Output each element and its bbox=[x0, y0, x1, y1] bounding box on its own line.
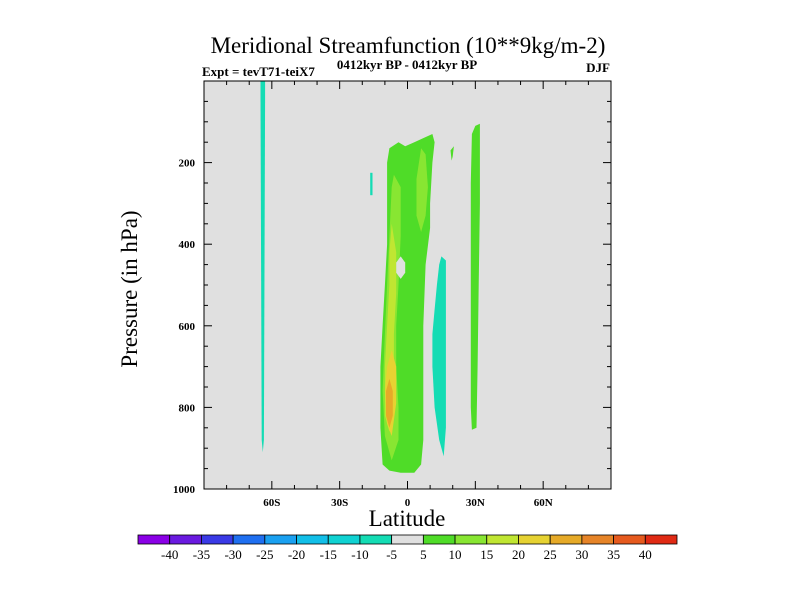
colorbar-level-label: -15 bbox=[320, 547, 337, 562]
colorbar-level-label: 5 bbox=[420, 547, 427, 562]
x-tick-label: 60S bbox=[263, 497, 280, 509]
colorbar-level-label: 10 bbox=[449, 547, 462, 562]
contour-sh-negative-patch bbox=[370, 172, 373, 196]
colorbar-level-label: 30 bbox=[575, 547, 588, 562]
colorbar-swatch bbox=[581, 534, 614, 545]
contour-tropical-cell-30 bbox=[386, 378, 393, 428]
colorbar-swatch bbox=[391, 534, 424, 545]
chart-title: Meridional Streamfunction (10**9kg/m-2) bbox=[211, 33, 606, 58]
x-tick-label: 30N bbox=[466, 497, 485, 509]
colorbar-swatch bbox=[327, 534, 361, 545]
colorbar: -40 -35 -30 -25 -20 -15 -10 -5 5 10 15 20 25 30 35 40 bbox=[137, 534, 678, 562]
colorbar-swatch bbox=[201, 534, 234, 545]
x-tick-label: 60N bbox=[534, 497, 553, 509]
y-axis-label: Pressure (in hPa) bbox=[117, 210, 142, 367]
y-tick-label: 600 bbox=[179, 321, 196, 333]
colorbar-level-label: -40 bbox=[161, 547, 178, 562]
experiment-label: Expt = tevT71-teiX7 bbox=[202, 64, 315, 79]
colorbar-swatch bbox=[454, 534, 488, 545]
colorbar-level-label: 35 bbox=[607, 547, 620, 562]
y-tick-label: 800 bbox=[179, 402, 196, 414]
colorbar-swatch bbox=[549, 534, 583, 545]
colorbar-swatch bbox=[264, 534, 297, 545]
colorbar-level-label: 20 bbox=[512, 547, 525, 562]
colorbar-level-label: -5 bbox=[386, 547, 397, 562]
y-tick-label: 1000 bbox=[173, 484, 196, 496]
colorbar-swatch bbox=[137, 534, 171, 545]
colorbar-level-label: -30 bbox=[224, 547, 241, 562]
chart-subtitle: 0412kyr BP - 0412kyr BP bbox=[337, 57, 477, 72]
colorbar-level-label: -25 bbox=[256, 547, 273, 562]
contour-nh-positive-strip bbox=[470, 123, 480, 430]
colorbar-level-label: 15 bbox=[480, 547, 493, 562]
y-tick-label: 400 bbox=[179, 239, 196, 251]
colorbar-swatch bbox=[232, 534, 266, 545]
contour-tropical-cell-15-north bbox=[416, 148, 428, 232]
x-axis-label: Latitude bbox=[369, 506, 446, 531]
x-tick-label: 30S bbox=[331, 497, 348, 509]
plot-area bbox=[204, 81, 611, 489]
colorbar-swatch bbox=[486, 534, 519, 545]
contour-tropical-cell-hole bbox=[396, 256, 406, 279]
axes: 60S 30S 0 30N 60N 200 400 600 800 1000 bbox=[173, 80, 612, 509]
colorbar-level-label: -20 bbox=[288, 547, 305, 562]
colorbar-swatch bbox=[359, 534, 393, 545]
colorbar-swatch bbox=[613, 534, 646, 545]
colorbar-level-label: -10 bbox=[351, 547, 368, 562]
colorbar-level-label: 25 bbox=[544, 547, 557, 562]
contour-nh-negative-cell bbox=[432, 256, 446, 457]
colorbar-swatch bbox=[296, 534, 329, 545]
colorbar-level-label: 40 bbox=[639, 547, 652, 562]
colorbar-swatch bbox=[169, 534, 202, 545]
contour-nh-positive-fleck bbox=[450, 146, 454, 161]
colorbar-level-label: -35 bbox=[193, 547, 210, 562]
colorbar-swatch bbox=[644, 534, 678, 545]
x-tick-label: 0 bbox=[405, 497, 411, 509]
contour-sh-negative-strip bbox=[260, 81, 266, 453]
season-label: DJF bbox=[586, 60, 610, 75]
y-tick-label: 200 bbox=[179, 158, 196, 170]
colorbar-swatch bbox=[422, 534, 456, 545]
colorbar-swatch bbox=[518, 534, 551, 545]
